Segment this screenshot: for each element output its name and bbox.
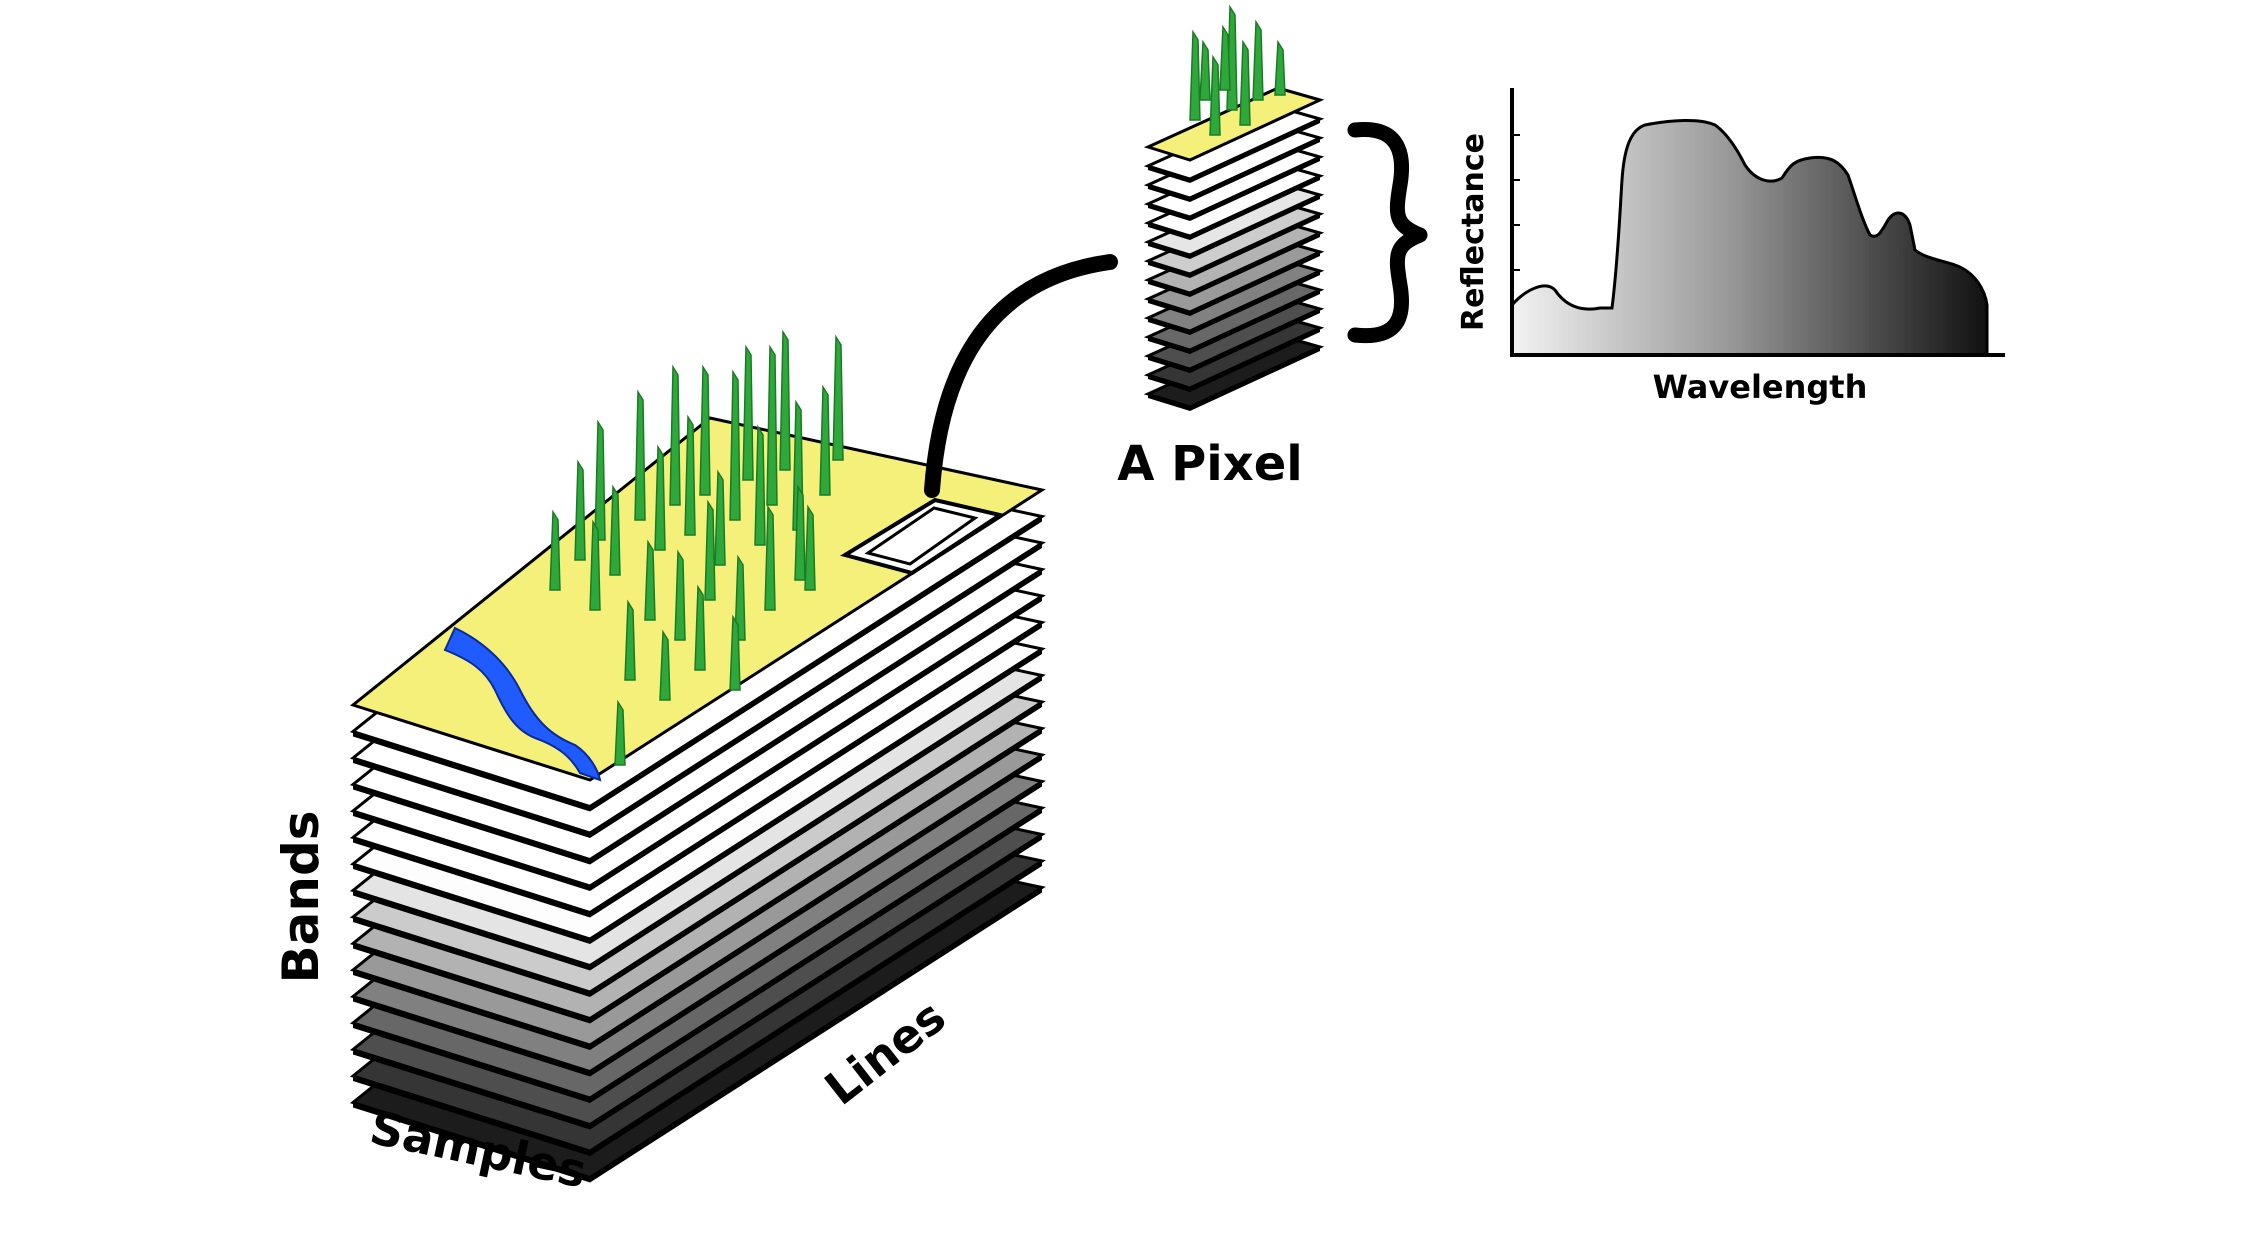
tree	[609, 484, 621, 576]
tree	[614, 699, 626, 766]
tree	[704, 499, 716, 601]
pixel-tree	[1189, 29, 1201, 121]
reflectance-label: Reflectance	[1456, 133, 1491, 331]
tree	[669, 364, 681, 506]
river	[443, 626, 602, 782]
reflectance-curve-area	[1510, 118, 1989, 357]
pixel-tree	[1252, 19, 1264, 101]
tree	[624, 599, 636, 681]
pixel-tree	[1219, 24, 1231, 91]
bands-label: Bands	[272, 811, 330, 984]
tree	[644, 539, 656, 621]
tree	[699, 364, 711, 496]
tree	[734, 554, 746, 641]
selected-pixel-inner	[864, 506, 979, 566]
tree	[589, 519, 601, 611]
tree	[779, 329, 791, 471]
tree	[659, 629, 671, 701]
tree	[832, 334, 844, 461]
tree	[754, 424, 766, 546]
selected-pixel-window	[839, 497, 1005, 576]
tree	[594, 419, 606, 541]
tree	[549, 509, 561, 591]
tree	[742, 344, 754, 481]
tree	[634, 389, 646, 521]
tree	[766, 344, 778, 506]
tree	[764, 504, 776, 611]
tree	[804, 504, 816, 591]
tree	[714, 469, 726, 566]
tree	[694, 584, 706, 671]
tree	[574, 459, 586, 561]
wavelength-label: Wavelength	[1653, 368, 1868, 406]
pixel-spectrum-stack	[1143, 4, 1325, 411]
tree	[819, 384, 831, 496]
tree	[674, 549, 686, 641]
tree	[684, 414, 696, 536]
data-cube	[349, 329, 1046, 1183]
reflectance-spectrum-chart	[1510, 88, 2005, 357]
pixel-tree	[1274, 39, 1286, 96]
tree	[794, 484, 806, 581]
tree	[729, 369, 741, 521]
pixel-tree	[1199, 39, 1211, 101]
tree	[729, 614, 741, 691]
pixel-connector-curve	[924, 254, 1118, 498]
tree	[654, 444, 666, 551]
pixel-tree	[1209, 54, 1221, 136]
curly-brace	[1347, 121, 1428, 344]
pixel-label: A Pixel	[1117, 436, 1302, 492]
pixel-tree	[1239, 39, 1251, 126]
